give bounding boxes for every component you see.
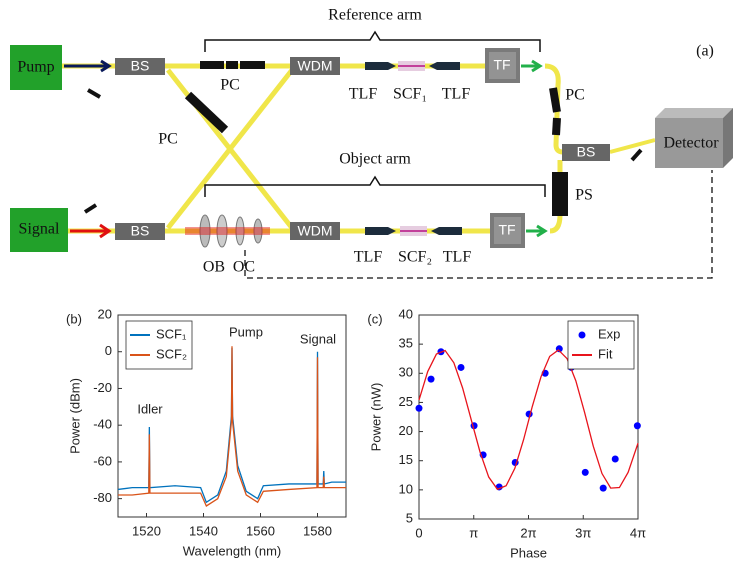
label: BS — [131, 58, 150, 74]
legend-box — [125, 320, 193, 370]
label: Pump — [17, 59, 54, 76]
x-tick-label: 2π — [520, 525, 536, 540]
label: Object arm — [339, 151, 411, 168]
y-tick-label: 30 — [399, 365, 413, 380]
legend-box — [567, 320, 635, 370]
data-point — [611, 455, 619, 463]
legend-marker — [578, 331, 586, 339]
panel-label: (a) — [696, 43, 714, 60]
label: TF — [498, 222, 515, 238]
label: SCF₁ — [393, 86, 427, 103]
legend-label: Fit — [598, 346, 613, 361]
y-tick-label: 10 — [399, 481, 413, 496]
x-tick-label: 1560 — [246, 523, 275, 538]
y-tick-label: 25 — [399, 394, 413, 409]
label: OC — [233, 259, 255, 276]
annotation: Pump — [229, 324, 263, 339]
x-tick-label: 1520 — [132, 523, 161, 538]
legend-label: SCF₂ — [156, 346, 187, 361]
annotation: Signal — [300, 331, 336, 346]
label: TLF — [443, 249, 472, 266]
label: PS — [575, 187, 593, 204]
data-point — [457, 363, 465, 371]
x-tick-label: 3π — [575, 525, 591, 540]
label: Reference arm — [328, 7, 422, 24]
x-axis-label: Wavelength (nm) — [183, 543, 282, 558]
x-tick-label: π — [469, 525, 478, 540]
data-point — [633, 422, 641, 430]
x-tick-label: 4π — [630, 525, 646, 540]
y-tick-label: 40 — [399, 306, 413, 321]
y-tick-label: 15 — [399, 452, 413, 467]
label: TLF — [442, 86, 471, 103]
x-axis-label: Phase — [510, 545, 547, 560]
chart: -80 -60 -40 -20 0 20 1520 1540 1560 1580 Wavelengt… — [66, 306, 347, 558]
series-line — [118, 346, 346, 507]
panel-label: (b) — [66, 311, 82, 326]
y-tick-label: 5 — [406, 510, 413, 525]
setup-diagram: Reference arm Object arm (a) Pump Signal… — [10, 7, 733, 279]
label: WDM — [298, 223, 333, 239]
data-point — [427, 375, 435, 383]
label: BS — [577, 144, 596, 160]
label: Detector — [663, 135, 719, 152]
data-point — [581, 468, 589, 476]
y-tick-label: 20 — [98, 306, 112, 321]
label: Signal — [19, 221, 60, 238]
label: PC — [220, 77, 240, 94]
y-axis-label: Power (nW) — [368, 383, 383, 452]
y-axis-label: Power (dBm) — [67, 378, 82, 454]
series-line — [418, 349, 639, 491]
label: TLF — [349, 86, 378, 103]
label: TF — [493, 57, 510, 73]
y-tick-label: 20 — [399, 423, 413, 438]
data-point — [415, 404, 423, 412]
panel-label: (c) — [367, 311, 382, 326]
label: WDM — [298, 58, 333, 74]
data-point — [599, 484, 607, 492]
x-tick-label: 0 — [415, 525, 422, 540]
y-tick-label: 0 — [105, 343, 112, 358]
label: SCF₂ — [398, 249, 432, 266]
legend-label: Exp — [598, 326, 620, 341]
label: TLF — [354, 249, 383, 266]
y-tick-label: -80 — [93, 490, 112, 505]
y-tick-label: -60 — [93, 453, 112, 468]
y-tick-label: -20 — [93, 380, 112, 395]
label: PC — [158, 131, 178, 148]
label: BS — [131, 223, 150, 239]
y-tick-label: -40 — [93, 417, 112, 432]
x-tick-label: 1580 — [303, 523, 332, 538]
legend-label: SCF₁ — [156, 326, 187, 341]
y-tick-label: 35 — [399, 336, 413, 351]
label: PC — [565, 87, 585, 104]
x-tick-label: 1540 — [189, 523, 218, 538]
label: OB — [203, 259, 225, 276]
chart: 5 10 15 20 25 30 35 40 0 π 2π 3π 4π Phase Power (nW) (c… — [367, 306, 646, 560]
annotation: Idler — [137, 401, 163, 416]
